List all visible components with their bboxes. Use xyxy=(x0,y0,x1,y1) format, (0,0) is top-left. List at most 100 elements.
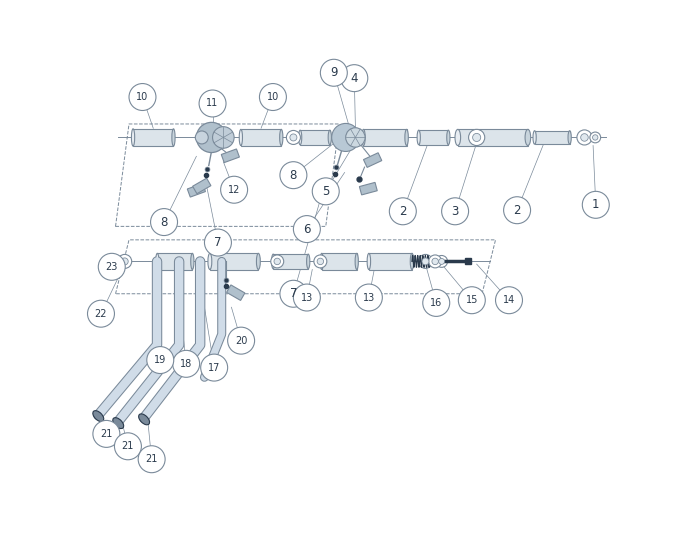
Circle shape xyxy=(423,289,449,316)
Bar xyxy=(241,129,281,146)
Circle shape xyxy=(121,258,128,265)
Ellipse shape xyxy=(208,253,212,270)
Text: 13: 13 xyxy=(363,293,375,302)
Circle shape xyxy=(115,433,141,460)
Ellipse shape xyxy=(172,129,175,146)
Text: 7: 7 xyxy=(290,287,298,300)
Circle shape xyxy=(293,216,321,243)
Polygon shape xyxy=(227,285,245,300)
Text: 6: 6 xyxy=(303,223,311,236)
Circle shape xyxy=(314,255,327,268)
Ellipse shape xyxy=(367,253,370,270)
Ellipse shape xyxy=(272,254,275,269)
Text: 3: 3 xyxy=(452,205,458,218)
Text: 15: 15 xyxy=(466,295,478,305)
Circle shape xyxy=(213,127,234,148)
Circle shape xyxy=(274,258,281,265)
Ellipse shape xyxy=(113,418,124,429)
Ellipse shape xyxy=(298,130,302,145)
Circle shape xyxy=(503,197,531,224)
Text: 8: 8 xyxy=(160,216,168,229)
Polygon shape xyxy=(188,183,206,197)
Bar xyxy=(133,129,174,146)
Text: 14: 14 xyxy=(503,295,515,305)
Ellipse shape xyxy=(533,130,536,144)
Circle shape xyxy=(199,90,226,117)
Ellipse shape xyxy=(405,129,408,146)
Text: 9: 9 xyxy=(330,66,337,79)
Bar xyxy=(363,129,407,146)
Circle shape xyxy=(468,129,484,146)
Text: 17: 17 xyxy=(208,363,220,372)
Circle shape xyxy=(346,130,360,144)
Ellipse shape xyxy=(328,130,331,145)
Bar xyxy=(210,253,258,270)
Ellipse shape xyxy=(139,414,150,425)
Text: 11: 11 xyxy=(206,99,218,108)
Circle shape xyxy=(93,420,120,447)
Circle shape xyxy=(321,59,347,86)
Text: 2: 2 xyxy=(513,204,521,217)
Text: 18: 18 xyxy=(180,359,193,369)
Text: 10: 10 xyxy=(267,92,279,102)
Circle shape xyxy=(204,229,232,256)
Circle shape xyxy=(138,446,165,473)
Text: 2: 2 xyxy=(399,205,407,218)
Circle shape xyxy=(260,84,286,110)
Ellipse shape xyxy=(280,129,283,146)
Circle shape xyxy=(129,84,156,110)
Text: 20: 20 xyxy=(235,336,247,345)
Circle shape xyxy=(422,258,429,265)
Text: 1: 1 xyxy=(592,198,599,211)
Circle shape xyxy=(280,162,307,189)
Circle shape xyxy=(290,134,297,141)
Circle shape xyxy=(271,255,284,268)
Text: 21: 21 xyxy=(146,454,158,464)
Ellipse shape xyxy=(155,253,159,270)
Circle shape xyxy=(349,134,356,141)
Circle shape xyxy=(286,130,300,144)
Ellipse shape xyxy=(447,130,450,145)
Bar xyxy=(369,253,412,270)
Circle shape xyxy=(435,255,447,267)
Bar xyxy=(158,253,192,270)
Text: 13: 13 xyxy=(301,293,313,302)
Circle shape xyxy=(582,191,609,218)
Text: 8: 8 xyxy=(290,169,297,182)
Text: 12: 12 xyxy=(228,185,240,195)
Circle shape xyxy=(432,258,438,265)
Ellipse shape xyxy=(307,254,310,269)
Circle shape xyxy=(458,287,485,314)
Circle shape xyxy=(280,280,307,307)
Ellipse shape xyxy=(455,129,461,146)
Circle shape xyxy=(581,134,588,141)
Circle shape xyxy=(419,254,433,268)
Circle shape xyxy=(150,209,178,236)
Bar xyxy=(419,130,449,144)
Circle shape xyxy=(346,128,365,147)
Circle shape xyxy=(341,65,368,92)
Bar xyxy=(300,130,330,144)
Circle shape xyxy=(356,284,382,311)
Ellipse shape xyxy=(256,253,260,270)
Ellipse shape xyxy=(190,253,194,270)
Circle shape xyxy=(592,135,598,140)
Ellipse shape xyxy=(525,129,531,146)
Polygon shape xyxy=(193,178,211,194)
Ellipse shape xyxy=(568,130,571,144)
Bar xyxy=(458,129,528,146)
Bar xyxy=(322,253,357,270)
Ellipse shape xyxy=(410,253,414,270)
Bar xyxy=(535,130,570,144)
Polygon shape xyxy=(221,149,239,163)
Circle shape xyxy=(118,254,132,268)
Text: 16: 16 xyxy=(430,298,442,308)
Text: 4: 4 xyxy=(351,72,358,85)
Circle shape xyxy=(147,347,174,374)
Circle shape xyxy=(332,123,360,151)
Circle shape xyxy=(317,258,323,265)
Ellipse shape xyxy=(355,253,358,270)
Ellipse shape xyxy=(320,253,323,270)
Text: 19: 19 xyxy=(154,355,167,365)
Text: 23: 23 xyxy=(106,262,118,272)
